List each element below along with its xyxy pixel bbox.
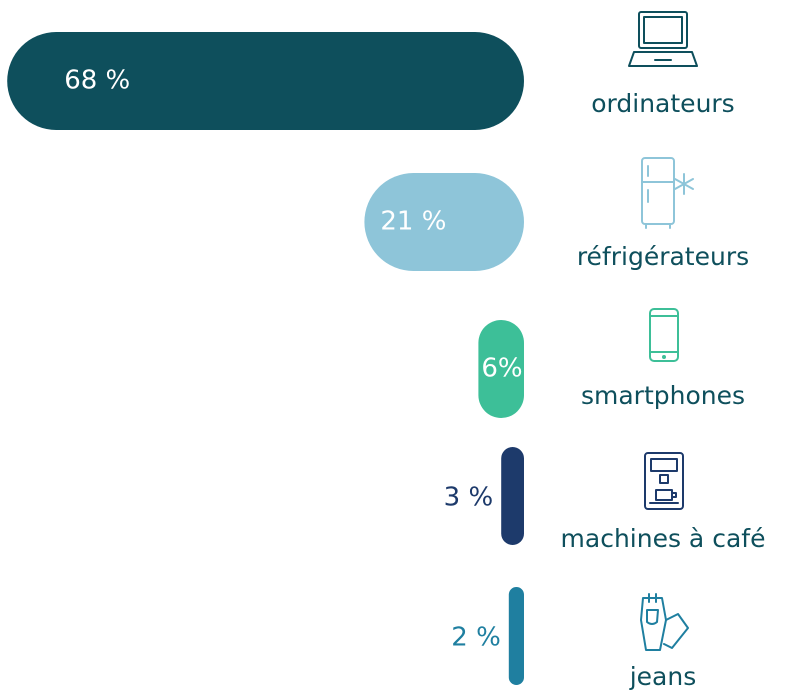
category-label: réfrigérateurs <box>577 242 749 271</box>
category-label: ordinateurs <box>591 89 734 118</box>
bar <box>501 447 524 545</box>
bar <box>364 173 524 271</box>
icon-phone <box>649 308 679 362</box>
category-label: smartphones <box>581 381 745 410</box>
bar <box>7 32 524 130</box>
value-label: 21 % <box>380 207 446 237</box>
category-label: machines à café <box>561 524 766 553</box>
value-label: 3 % <box>444 483 494 513</box>
bar <box>478 320 524 418</box>
category-label: jeans <box>629 662 697 690</box>
bar <box>508 587 524 685</box>
value-label: 2 % <box>451 623 501 653</box>
icon-coffee-machine <box>644 452 684 510</box>
value-label: 6% <box>481 354 522 384</box>
icon-laptop <box>628 11 698 67</box>
value-label: 68 % <box>64 66 130 96</box>
icon-fridge <box>641 157 694 229</box>
icon-jeans <box>640 593 689 651</box>
